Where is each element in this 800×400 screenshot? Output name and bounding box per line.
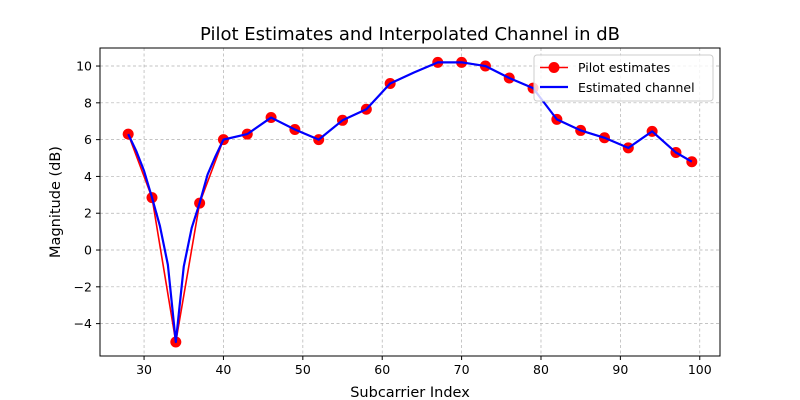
pilot-point: [122, 128, 134, 140]
x-tick-label: 40: [215, 362, 231, 377]
legend-pilot-marker: [548, 62, 560, 73]
legend-box: [533, 54, 714, 102]
y-tick-label: −4: [74, 316, 92, 331]
x-tick-label: 70: [454, 362, 470, 377]
pilot-estimates-line: [127, 61, 693, 343]
y-tick-label: 0: [84, 243, 92, 258]
x-tick-label: 100: [688, 362, 712, 377]
legend-pilot-label: Pilot estimates: [578, 60, 670, 75]
legend: Pilot estimates Estimated channel: [533, 54, 714, 102]
x-tick-label: 30: [136, 362, 152, 377]
x-tick-label: 90: [612, 362, 628, 377]
axis-ticks: 30 40 50 60 70 80 90 100 −4 −2 0 2 4 6 8 10: [74, 59, 712, 377]
y-tick-label: 8: [84, 95, 92, 110]
y-tick-label: 4: [84, 169, 92, 184]
plot-area: [122, 56, 698, 348]
x-tick-label: 50: [295, 362, 311, 377]
y-axis-label: Magnitude (dB): [48, 146, 64, 258]
grid: [100, 48, 720, 356]
axes-frame: [99, 47, 721, 357]
y-tick-label: 10: [76, 59, 92, 74]
y-tick-label: −2: [74, 279, 92, 294]
legend-estimated-label: Estimated channel: [578, 80, 695, 95]
y-tick-label: 6: [84, 132, 92, 147]
x-tick-label: 80: [533, 362, 549, 377]
chart-title: Pilot Estimates and Interpolated Channel…: [200, 24, 620, 45]
estimated-channel-line: [127, 61, 693, 344]
y-tick-label: 2: [84, 206, 92, 221]
x-axis-label: Subcarrier Index: [350, 385, 470, 400]
x-tick-label: 60: [374, 362, 390, 377]
